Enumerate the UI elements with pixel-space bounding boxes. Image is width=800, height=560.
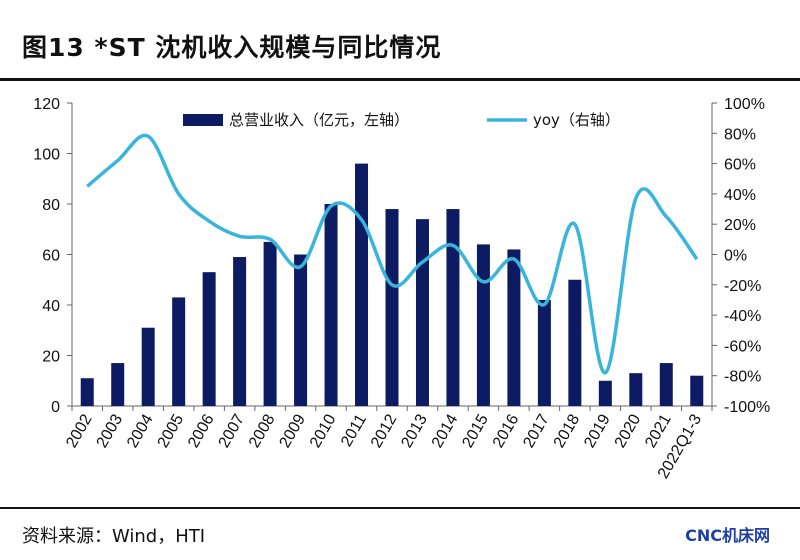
x-tick-label: 2021 <box>642 411 675 450</box>
left-tick-label: 80 <box>42 197 60 214</box>
x-tick-label: 2010 <box>307 411 340 450</box>
bar <box>80 378 94 406</box>
right-tick-label: -60% <box>724 338 761 355</box>
x-tick-label: 2002 <box>63 411 96 450</box>
x-tick-label: 2003 <box>94 411 127 450</box>
right-tick-label: 60% <box>724 157 756 174</box>
chart-title: 图13 *ST 沈机收入规模与同比情况 <box>22 33 442 62</box>
chart: 0 20 40 60 80 100 120 -100% -80% -60% -40% -20% 0% 20… <box>33 96 770 482</box>
bar <box>659 363 673 406</box>
bar <box>141 327 155 406</box>
chart-axes: 0 20 40 60 80 100 120 -100% -80% -60% -40% -20% 0% 20… <box>33 96 770 482</box>
bar <box>263 241 277 406</box>
x-tick-label: 2016 <box>490 411 523 450</box>
right-tick-label: 20% <box>724 217 756 234</box>
left-tick-label: 120 <box>33 96 60 113</box>
x-tick-label: 2007 <box>216 411 249 450</box>
right-tick-label: 40% <box>724 187 756 204</box>
bar <box>172 297 186 406</box>
x-tick-label: 2006 <box>185 411 218 450</box>
right-tick-label: 80% <box>724 126 756 143</box>
left-tick-label: 40 <box>42 298 60 315</box>
title-divider <box>0 78 800 81</box>
x-tick-label: 2004 <box>124 411 157 450</box>
bar <box>294 254 308 406</box>
left-tick-label: 60 <box>42 248 60 265</box>
bar <box>111 363 125 406</box>
legend-bar-label: 总营业收入（亿元，左轴） <box>229 111 409 129</box>
right-tick-label: -100% <box>724 399 770 416</box>
x-tick-label: 2017 <box>520 411 553 450</box>
x-tick-label: 2019 <box>581 411 614 450</box>
x-tick-label: 2009 <box>277 411 310 450</box>
yoy-line <box>86 133 699 375</box>
bar <box>385 209 399 406</box>
left-tick-label: 100 <box>33 147 60 164</box>
bar <box>598 380 612 406</box>
bar <box>233 257 247 406</box>
x-tick-label: 2014 <box>429 411 462 450</box>
left-tick-label: 0 <box>51 399 60 416</box>
legend: 总营业收入（亿元，左轴） yoy（右轴） <box>183 111 620 129</box>
bar <box>507 249 521 406</box>
bar <box>629 373 643 406</box>
right-tick-label: -20% <box>724 278 761 295</box>
bar <box>355 163 369 406</box>
x-tick-label: 2015 <box>459 411 492 450</box>
bar <box>324 204 338 406</box>
left-tick-label: 20 <box>42 349 60 366</box>
line-series <box>86 133 699 375</box>
watermark: CNC机床网 <box>685 526 770 545</box>
right-tick-label: -80% <box>724 369 761 386</box>
bar <box>537 299 551 406</box>
bar <box>690 375 704 406</box>
right-tick-label: 100% <box>724 96 765 113</box>
x-tick-label: 2013 <box>398 411 431 450</box>
x-tick-label: 2011 <box>338 411 370 449</box>
x-tick-label: 2012 <box>368 411 401 450</box>
x-tick-label: 2018 <box>551 411 584 450</box>
bar <box>446 209 460 406</box>
x-tick-label: 2005 <box>155 411 188 450</box>
right-tick-label: 0% <box>724 248 747 265</box>
bar <box>476 244 490 406</box>
x-tick-label: 2008 <box>246 411 279 450</box>
bar <box>568 279 582 406</box>
bar <box>415 219 429 406</box>
x-tick-label: 2020 <box>612 411 645 450</box>
bar <box>202 272 216 406</box>
source-note: 资料来源：Wind，HTI <box>22 526 206 547</box>
right-tick-label: -40% <box>724 308 761 325</box>
footer-divider <box>0 507 800 509</box>
legend-bar-swatch <box>183 114 223 126</box>
legend-line-label: yoy（右轴） <box>533 111 620 129</box>
